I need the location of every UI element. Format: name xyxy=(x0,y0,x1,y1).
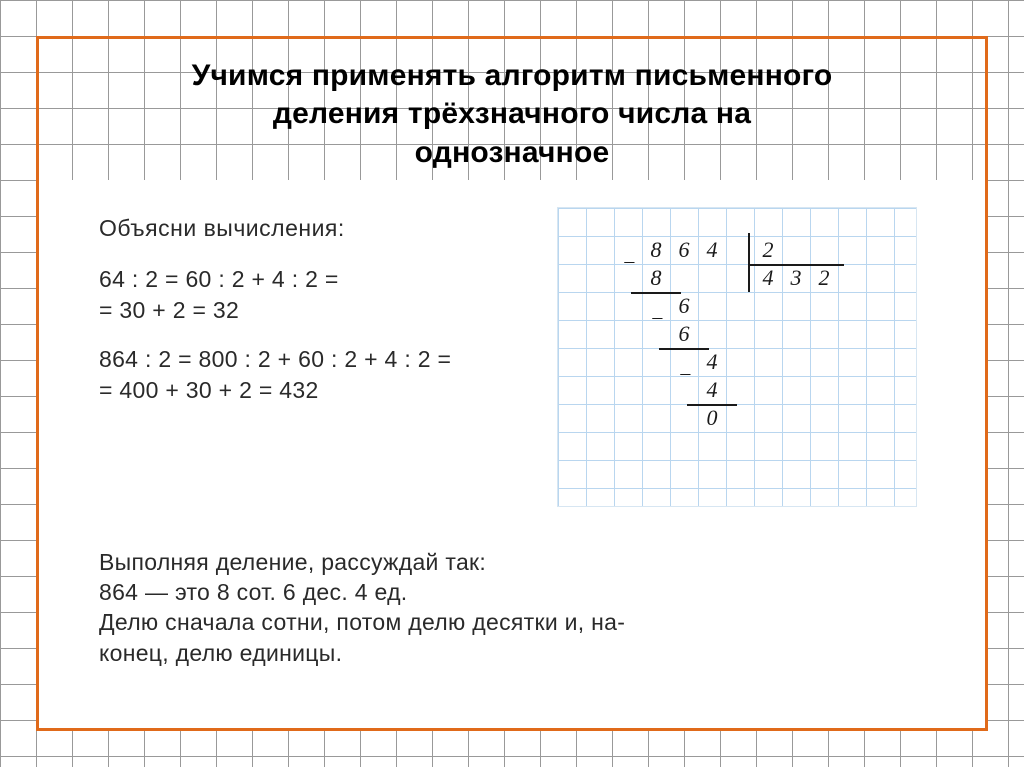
slide-title: Учимся применять алгоритм письменного де… xyxy=(69,57,955,172)
ldiv-dividend-digit: 8 xyxy=(642,236,670,264)
ldiv-quotient-digit: 3 xyxy=(782,264,810,292)
ldiv-remainder: 0 xyxy=(698,404,726,432)
ldiv-minus-0: – xyxy=(622,250,636,278)
title-line-1: Учимся применять алгоритм письменного xyxy=(192,59,833,92)
ldiv-dividend-digit: 6 xyxy=(670,236,698,264)
ldiv-subtrahend-1: 6 xyxy=(670,320,698,348)
ldiv-divisor-digit: 2 xyxy=(754,236,782,264)
ldiv-bringdown-2: 4 xyxy=(698,348,726,376)
long-division-figure: 8642432–8–66–440 xyxy=(557,207,917,507)
explanation-line3: Делю сначала сотни, потом делю десятки и… xyxy=(99,607,925,637)
content-frame: Учимся применять алгоритм письменного де… xyxy=(36,36,988,731)
equation-block-2: 864 : 2 = 800 : 2 + 60 : 2 + 4 : 2 = = 4… xyxy=(99,344,519,406)
ldiv-minus-1: – xyxy=(650,306,664,334)
explanation-block: Выполняя деление, рассуждай так: 864 — э… xyxy=(99,547,925,668)
eq2-line2: = 400 + 30 + 2 = 432 xyxy=(99,375,519,406)
ldiv-bringdown-1: 6 xyxy=(670,292,698,320)
ldiv-quotient-digit: 4 xyxy=(754,264,782,292)
ldiv-quotient-line xyxy=(748,264,843,266)
ldiv-subtrahend-0: 8 xyxy=(642,264,670,292)
left-column: Объясни вычисления: 64 : 2 = 60 : 2 + 4 … xyxy=(99,215,519,406)
explanation-line1: Выполняя деление, рассуждай так: xyxy=(99,547,925,577)
equation-block-1: 64 : 2 = 60 : 2 + 4 : 2 = = 30 + 2 = 32 xyxy=(99,264,519,326)
ldiv-subtrahend-2: 4 xyxy=(698,376,726,404)
explanation-line4: конец, делю единицы. xyxy=(99,638,925,668)
eq2-line1: 864 : 2 = 800 : 2 + 60 : 2 + 4 : 2 = xyxy=(99,344,519,375)
title-area: Учимся применять алгоритм письменного де… xyxy=(39,39,985,180)
title-line-3: однозначное xyxy=(415,136,610,169)
ldiv-quotient-digit: 2 xyxy=(810,264,838,292)
eq1-line1: 64 : 2 = 60 : 2 + 4 : 2 = xyxy=(99,264,519,295)
content-panel: Объясни вычисления: 64 : 2 = 60 : 2 + 4 … xyxy=(77,207,947,690)
eq1-line2: = 30 + 2 = 32 xyxy=(99,295,519,326)
explain-label: Объясни вычисления: xyxy=(99,215,519,242)
title-line-2: деления трёхзначного числа на xyxy=(273,97,751,130)
ldiv-minus-2: – xyxy=(678,362,692,390)
ldiv-divisor-bar xyxy=(748,233,750,292)
explanation-line2: 864 — это 8 сот. 6 дес. 4 ед. xyxy=(99,577,925,607)
ldiv-dividend-digit: 4 xyxy=(698,236,726,264)
